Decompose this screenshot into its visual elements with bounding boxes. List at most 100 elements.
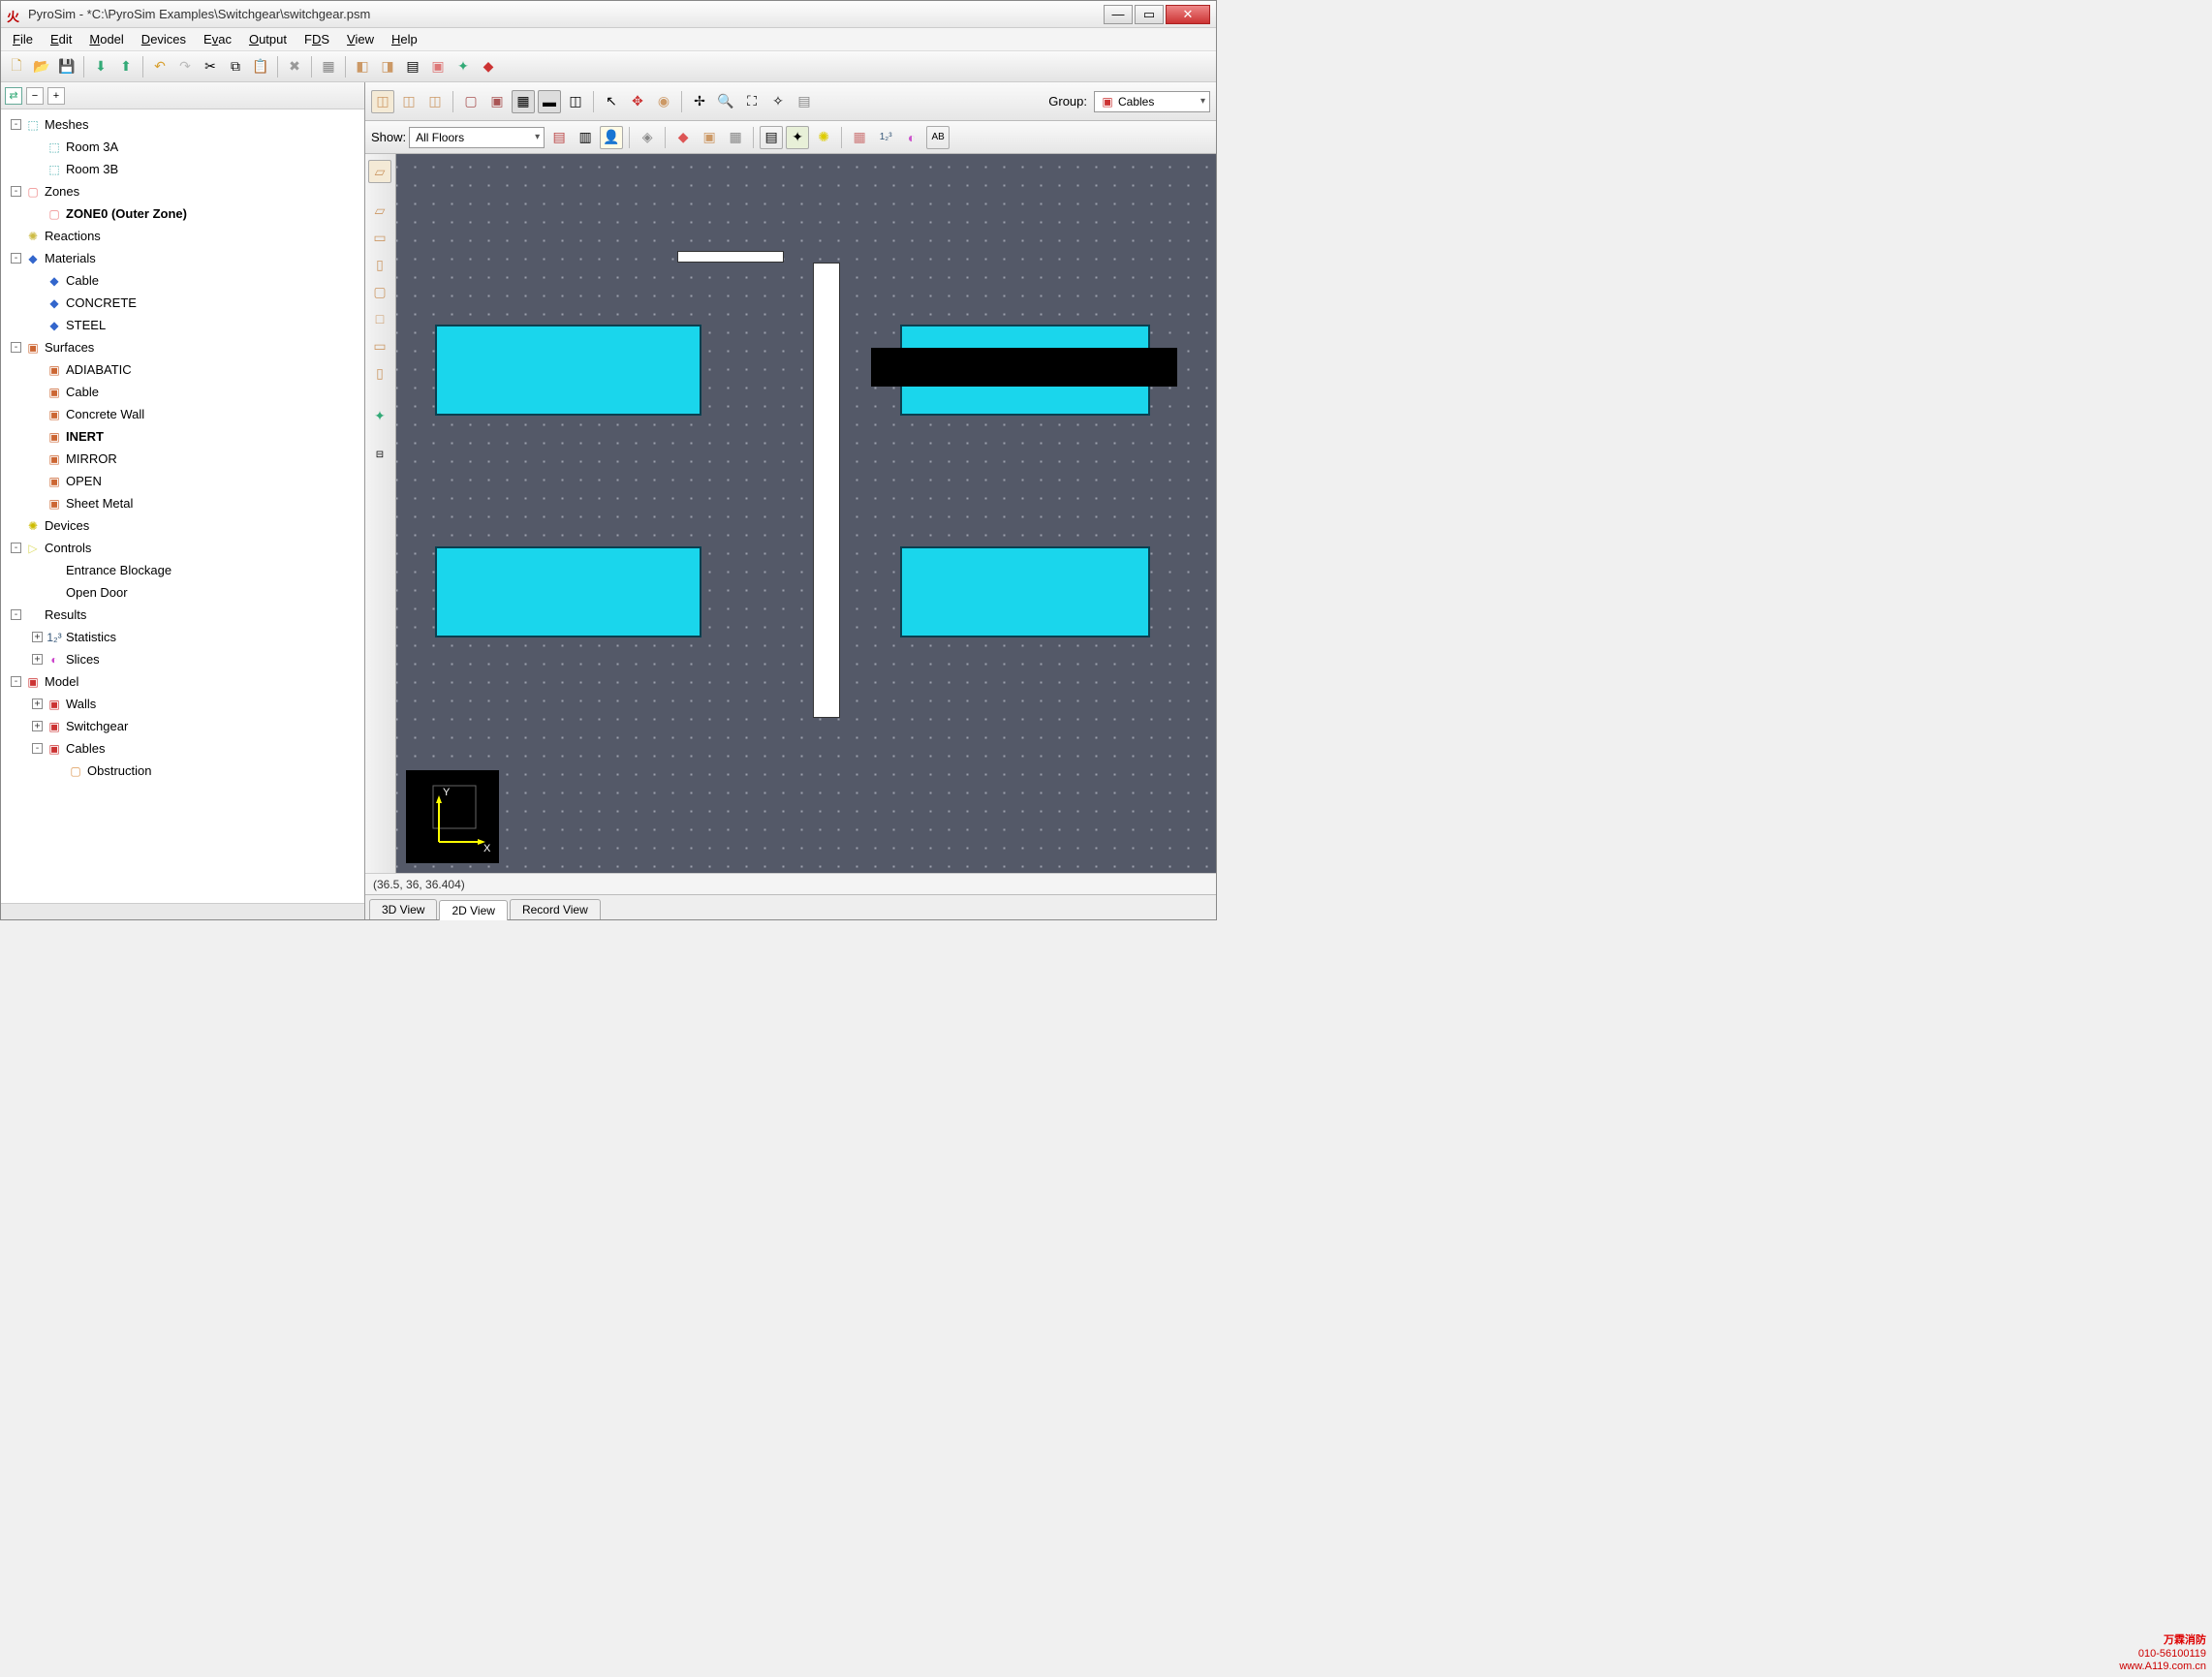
tree-expander[interactable]: - <box>11 186 21 197</box>
tab-record-view[interactable]: Record View <box>510 899 601 919</box>
pan-icon[interactable]: ◉ <box>652 90 675 113</box>
open-icon[interactable]: 📂 <box>30 55 53 78</box>
geom-white[interactable] <box>677 251 784 263</box>
measure-icon[interactable]: ▤ <box>793 90 816 113</box>
showtool2-icon[interactable]: ▥ <box>574 126 597 149</box>
tree-item[interactable]: ▣OPEN <box>3 470 362 492</box>
showtool12-icon[interactable]: 1₂³ <box>874 126 897 149</box>
tree-item[interactable]: ⬚Room 3A <box>3 136 362 158</box>
geom-cyan[interactable] <box>435 325 701 416</box>
tree-expander[interactable] <box>11 231 21 241</box>
tree-expander[interactable] <box>32 387 43 397</box>
export-icon[interactable]: ⬆ <box>114 55 138 78</box>
redo-icon[interactable]: ↷ <box>173 55 197 78</box>
tree-item[interactable]: +▣Walls <box>3 693 362 715</box>
tree-expander[interactable] <box>11 520 21 531</box>
delete-icon[interactable]: ✖ <box>283 55 306 78</box>
draw-snap-icon[interactable]: ✦ <box>368 404 391 427</box>
tree-expander[interactable]: - <box>11 253 21 264</box>
tree-expander[interactable] <box>32 565 43 575</box>
link-icon[interactable]: ⇄ <box>5 87 22 105</box>
tree-item[interactable]: ▣INERT <box>3 425 362 448</box>
tree-expander[interactable] <box>32 275 43 286</box>
tree-item[interactable]: +1₂³Statistics <box>3 626 362 648</box>
menu-model[interactable]: Model <box>81 30 131 48</box>
floors-dropdown[interactable]: All Floors <box>409 127 545 148</box>
view-cube2-icon[interactable]: ◫ <box>397 90 421 113</box>
tool4-icon[interactable]: ▣ <box>426 55 450 78</box>
paste-icon[interactable]: 📋 <box>249 55 272 78</box>
showtool3-icon[interactable]: 👤 <box>600 126 623 149</box>
zoom-icon[interactable]: 🔍 <box>714 90 737 113</box>
showtool7-icon[interactable]: ▦ <box>724 126 747 149</box>
draw-t4-icon[interactable]: ▢ <box>368 280 391 303</box>
tree-item[interactable]: Entrance Blockage <box>3 559 362 581</box>
tree-expander[interactable]: - <box>32 743 43 754</box>
new-icon[interactable]: 🗋 <box>5 55 28 78</box>
tree-item[interactable]: ▣Sheet Metal <box>3 492 362 514</box>
tree-item[interactable]: ▣Cable <box>3 381 362 403</box>
tree-item[interactable]: +◐Slices <box>3 648 362 670</box>
cut-icon[interactable]: ✂ <box>199 55 222 78</box>
tree-item[interactable]: ◆Cable <box>3 269 362 292</box>
tree-expander[interactable] <box>32 320 43 330</box>
menu-devices[interactable]: Devices <box>134 30 194 48</box>
menu-evac[interactable]: Evac <box>196 30 239 48</box>
tree-scrollbar[interactable] <box>1 903 364 919</box>
menu-edit[interactable]: Edit <box>43 30 79 48</box>
view-split-icon[interactable]: ◫ <box>564 90 587 113</box>
minimize-button[interactable]: — <box>1104 5 1133 24</box>
close-button[interactable]: ✕ <box>1166 5 1210 24</box>
tool1-icon[interactable]: ◧ <box>351 55 374 78</box>
tree-item[interactable]: ⬚Room 3B <box>3 158 362 180</box>
import-icon[interactable]: ⬇ <box>89 55 112 78</box>
showtool4-icon[interactable]: ◈ <box>636 126 659 149</box>
zoomreset-icon[interactable]: ✧ <box>766 90 790 113</box>
view-cube1-icon[interactable]: ◫ <box>371 90 394 113</box>
tree-item[interactable]: ▢ZONE0 (Outer Zone) <box>3 202 362 225</box>
tree-item[interactable]: -▢Zones <box>3 180 362 202</box>
tree-item[interactable]: ▣Concrete Wall <box>3 403 362 425</box>
tree-expander[interactable] <box>32 431 43 442</box>
tree-item[interactable]: +▣Switchgear <box>3 715 362 737</box>
tree-expander[interactable]: - <box>11 342 21 353</box>
tree-item[interactable]: ◆STEEL <box>3 314 362 336</box>
group-dropdown[interactable]: ▣Cables <box>1094 91 1210 112</box>
tree-item[interactable]: ▢Obstruction <box>3 760 362 782</box>
grid-icon[interactable]: ▦ <box>317 55 340 78</box>
draw-t3-icon[interactable]: ▯ <box>368 253 391 276</box>
save-icon[interactable]: 💾 <box>55 55 78 78</box>
tree-item[interactable]: -▣Surfaces <box>3 336 362 358</box>
draw-t1-icon[interactable]: ▱ <box>368 199 391 222</box>
tree-expander[interactable] <box>32 141 43 152</box>
tree-item[interactable]: Open Door <box>3 581 362 604</box>
tree-expander[interactable]: + <box>32 632 43 642</box>
showtool14-icon[interactable]: AB <box>926 126 950 149</box>
collapse-all-button[interactable]: − <box>26 87 44 105</box>
tree-expander[interactable]: + <box>32 699 43 709</box>
tree-item[interactable]: -⬚Meshes <box>3 113 362 136</box>
view-mesh-icon[interactable]: ▦ <box>512 90 535 113</box>
showtool5-icon[interactable]: ◆ <box>671 126 695 149</box>
model-tree[interactable]: -⬚Meshes⬚Room 3A⬚Room 3B-▢Zones▢ZONE0 (O… <box>1 109 364 903</box>
showtool13-icon[interactable]: ◐ <box>900 126 923 149</box>
draw-t6-icon[interactable]: ▭ <box>368 334 391 357</box>
draw-t2-icon[interactable]: ▭ <box>368 226 391 249</box>
copy-icon[interactable]: ⧉ <box>224 55 247 78</box>
menu-file[interactable]: File <box>5 30 41 48</box>
showtool8-icon[interactable]: ▤ <box>760 126 783 149</box>
menu-output[interactable]: Output <box>241 30 295 48</box>
canvas-2d[interactable]: ▱ ▱ ▭ ▯ ▢ □ ▭ ▯ ✦ ⊟ <box>365 154 1216 873</box>
tree-expander[interactable] <box>53 765 64 776</box>
draw-t5-icon[interactable]: □ <box>368 307 391 330</box>
geom-cyan[interactable] <box>435 546 701 637</box>
showtool1-icon[interactable]: ▤ <box>547 126 571 149</box>
tree-expander[interactable]: + <box>32 721 43 731</box>
tree-item[interactable]: -▣Model <box>3 670 362 693</box>
view-solid-icon[interactable]: ▣ <box>485 90 509 113</box>
tree-item[interactable]: ▣MIRROR <box>3 448 362 470</box>
orbit-icon[interactable]: ✥ <box>626 90 649 113</box>
maximize-button[interactable]: ▭ <box>1135 5 1164 24</box>
tree-item[interactable]: -Results <box>3 604 362 626</box>
tree-expander[interactable]: + <box>32 654 43 665</box>
